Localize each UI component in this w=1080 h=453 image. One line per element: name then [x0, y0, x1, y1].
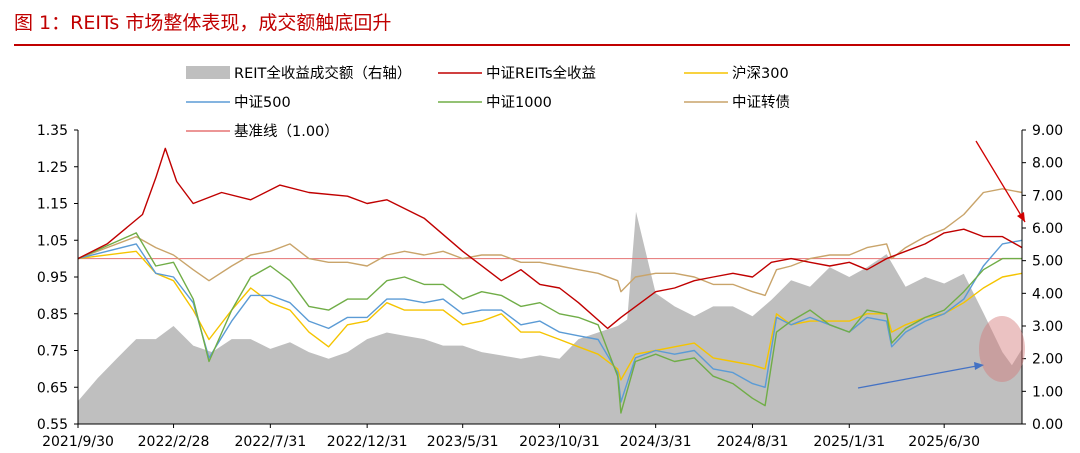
convertible-bond-line [77, 188, 1023, 297]
x-tick-label: 2022/12/31 [327, 434, 408, 450]
x-tick-label: 2024/8/31 [717, 434, 789, 450]
right-tick-label: 9.00 [1032, 123, 1063, 139]
legend-label: 中证500 [234, 94, 291, 111]
right-tick-label: 2.00 [1032, 352, 1063, 368]
right-tick-label: 7.00 [1032, 188, 1063, 204]
legend-label: 中证REITs全收益 [486, 64, 596, 82]
legend-label: 沪深300 [732, 65, 789, 82]
legend-swatch-area [186, 66, 230, 79]
left-tick-label: 0.55 [37, 417, 68, 433]
right-tick-label: 1.00 [1032, 384, 1063, 400]
annotation-arrowhead-blue [974, 362, 984, 370]
left-tick-label: 0.75 [37, 344, 68, 360]
left-tick-label: 0.85 [37, 307, 68, 323]
right-tick-label: 6.00 [1032, 221, 1063, 237]
x-tick-label: 2021/9/30 [42, 434, 114, 450]
annotation-arrowhead-red [1017, 212, 1025, 222]
x-tick-label: 2025/6/30 [908, 434, 980, 450]
x-tick-label: 2022/2/28 [138, 434, 210, 450]
left-tick-label: 1.05 [37, 233, 68, 249]
title-rule [14, 44, 1070, 46]
left-tick-label: 0.65 [37, 380, 68, 396]
legend-label: 中证转债 [732, 94, 790, 111]
csi1000-line [77, 232, 1022, 414]
x-tick-label: 2023/10/31 [519, 434, 600, 450]
right-tick-label: 5.00 [1032, 254, 1063, 270]
left-tick-label: 1.25 [37, 160, 68, 176]
annotation-arrow-red [975, 140, 1026, 223]
figure-title: 图 1：REITs 市场整体表现，成交额触底回升 [14, 12, 392, 34]
reits-total-return-line [77, 147, 1023, 330]
legend-label: 中证1000 [486, 94, 552, 111]
right-tick-label: 0.00 [1032, 417, 1063, 433]
x-tick-label: 2022/7/31 [234, 434, 306, 450]
x-tick-label: 2024/3/31 [620, 434, 692, 450]
legend-label: REIT全收益成交额（右轴） [234, 64, 411, 82]
right-tick-label: 4.00 [1032, 286, 1063, 302]
turnover-area [78, 211, 1022, 424]
left-tick-label: 1.15 [37, 197, 68, 213]
legend-label: 基准线（1.00） [234, 123, 339, 140]
csi500-line [77, 239, 1023, 403]
left-tick-label: 1.35 [37, 123, 68, 139]
annotation-arrow-blue [857, 364, 983, 389]
right-tick-label: 3.00 [1032, 319, 1063, 335]
x-tick-label: 2025/1/31 [813, 434, 885, 450]
csi300-line [77, 250, 1023, 381]
highlight-ellipse [979, 316, 1025, 382]
left-tick-label: 0.95 [37, 270, 68, 286]
x-tick-label: 2023/5/31 [427, 434, 499, 450]
right-tick-label: 8.00 [1032, 156, 1063, 172]
